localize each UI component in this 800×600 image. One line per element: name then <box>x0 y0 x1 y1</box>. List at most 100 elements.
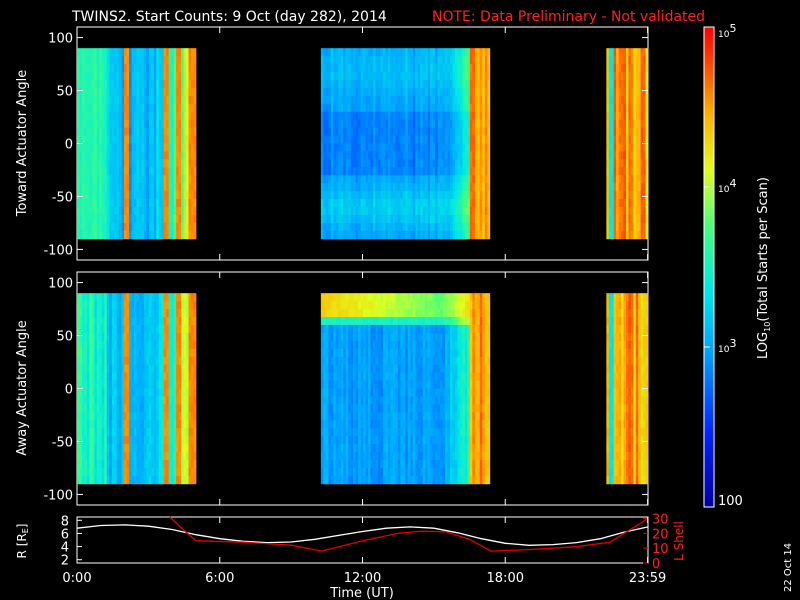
heat-cell <box>161 301 165 310</box>
heat-cell <box>156 340 160 350</box>
heat-cell <box>427 143 431 152</box>
heat-cell <box>358 87 362 97</box>
heat-cell <box>91 459 95 469</box>
heat-cell <box>131 72 135 81</box>
heat-cell <box>330 214 334 224</box>
heat-cell <box>435 175 439 184</box>
heat-cell <box>410 151 414 160</box>
heat-cell <box>126 364 130 374</box>
heat-cell <box>94 87 98 97</box>
heat-cell <box>410 191 414 200</box>
heat-cell <box>348 467 352 477</box>
heat-cell <box>158 309 162 318</box>
heat-cell <box>395 230 399 240</box>
heat-cell <box>131 175 135 184</box>
heat-cell <box>616 135 620 144</box>
heat-cell <box>96 159 100 168</box>
heat-cell <box>166 388 170 397</box>
heat-cell <box>178 293 182 302</box>
heat-cell <box>178 199 182 208</box>
heat-cell <box>153 64 157 73</box>
heat-cell <box>360 159 364 168</box>
heat-cell <box>101 72 105 81</box>
heat-cell <box>432 72 436 81</box>
heat-cell <box>99 135 103 144</box>
heat-cell <box>114 230 118 240</box>
heat-cell <box>380 56 384 65</box>
heat-cell <box>163 388 167 397</box>
heat-cell <box>163 404 167 413</box>
heat-cell <box>373 183 376 192</box>
heat-cell <box>166 167 170 176</box>
heat-cell <box>191 293 194 302</box>
heat-cell <box>116 119 120 129</box>
heat-cell <box>343 340 347 350</box>
heat-cell <box>163 159 167 168</box>
heat-cell <box>635 95 639 105</box>
heat-cell <box>350 301 354 310</box>
heat-cell <box>161 199 165 208</box>
heat-cell <box>459 143 463 152</box>
heat-cell <box>158 459 162 469</box>
heat-cell <box>482 230 486 240</box>
heat-cell <box>171 372 175 381</box>
heat-cell <box>126 356 130 366</box>
heat-cell <box>353 340 357 350</box>
heat-cell <box>350 207 354 216</box>
heat-cell <box>427 199 431 208</box>
heat-cell <box>91 444 95 453</box>
heat-cell <box>81 175 85 184</box>
heat-cell <box>325 459 329 469</box>
heat-cell <box>385 452 389 461</box>
heat-cell <box>141 317 145 326</box>
heat-cell <box>353 309 357 318</box>
heat-cell <box>181 404 184 413</box>
heat-cell <box>415 191 419 200</box>
heat-cell <box>464 230 468 240</box>
heat-cell <box>119 222 123 232</box>
heat-cell <box>168 191 172 200</box>
heat-cell <box>141 301 145 310</box>
heat-cell <box>183 183 187 192</box>
heat-cell <box>635 72 639 81</box>
heat-cell <box>106 183 110 192</box>
heat-cell <box>477 119 481 129</box>
heat-cell <box>405 64 409 73</box>
heat-cell <box>119 56 123 65</box>
heat-cell <box>345 95 349 105</box>
heat-cell <box>99 475 103 485</box>
heat-cell <box>186 79 189 89</box>
heat-cell <box>191 151 194 160</box>
heat-cell <box>104 175 108 184</box>
heat-cell <box>166 222 170 232</box>
heat-cell <box>171 396 175 405</box>
heat-cell <box>606 79 610 89</box>
heat-cell <box>355 436 359 445</box>
heat-cell <box>400 48 404 57</box>
heat-cell <box>442 151 446 160</box>
heat-cell <box>621 135 624 144</box>
heat-cell <box>335 324 339 334</box>
heat-cell <box>638 64 642 73</box>
heat-cell <box>360 135 364 144</box>
heat-cell <box>345 143 349 152</box>
heat-cell <box>101 412 105 421</box>
heat-cell <box>166 151 170 160</box>
heat-cell <box>380 72 384 81</box>
heat-cell <box>91 348 95 358</box>
heat-cell <box>479 56 483 65</box>
heat-cell <box>91 404 95 413</box>
heat-cell <box>340 428 344 437</box>
heat-cell <box>417 64 421 73</box>
heat-cell <box>385 293 389 302</box>
heat-cell <box>91 301 95 310</box>
heat-cell <box>358 119 362 129</box>
heat-cell <box>397 151 401 160</box>
heat-cell <box>114 459 118 469</box>
heat-cell <box>378 372 381 381</box>
heat-cell <box>425 111 429 121</box>
heat-cell <box>467 167 471 176</box>
heat-cell <box>99 420 103 429</box>
heat-cell <box>630 143 634 152</box>
heat-cell <box>630 48 634 57</box>
